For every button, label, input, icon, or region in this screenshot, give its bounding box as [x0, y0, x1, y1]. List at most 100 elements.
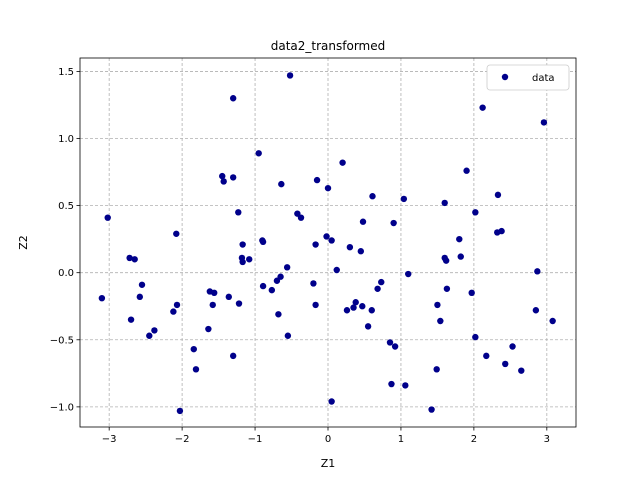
data-point [259, 238, 267, 246]
data-point [98, 294, 106, 302]
data-point [310, 280, 317, 287]
data-point [136, 293, 144, 301]
data-point [441, 199, 448, 207]
data-point [357, 248, 365, 255]
data-point [225, 293, 232, 301]
data-point [378, 278, 385, 286]
data-point [509, 343, 516, 350]
data-point [259, 282, 267, 290]
data-point [483, 352, 490, 360]
y-axis-label: Z2 [17, 235, 30, 250]
data-point [239, 241, 246, 248]
data-point [104, 214, 111, 221]
data-point [359, 303, 366, 310]
data-point [540, 119, 548, 126]
data-points [98, 72, 556, 415]
y-tick-label: 1.0 [58, 134, 74, 145]
data-point [549, 317, 556, 325]
legend-marker [501, 73, 509, 81]
data-point [479, 104, 486, 111]
data-point [229, 352, 237, 360]
data-point [220, 178, 227, 185]
legend: data [486, 64, 570, 91]
data-point [405, 270, 412, 278]
data-point [400, 195, 408, 203]
data-point [339, 159, 346, 166]
data-point [518, 367, 525, 374]
data-point [283, 264, 291, 271]
data-point [255, 150, 262, 157]
data-point [472, 209, 479, 216]
data-point [534, 268, 541, 275]
x-tick-label: −1 [248, 434, 263, 445]
data-point [173, 301, 181, 309]
data-point [502, 360, 509, 368]
data-point [433, 366, 440, 373]
y-axis-ticks: −1.0 −0.5 0.0 0.5 1.0 1.5 [50, 67, 80, 413]
chart-title: data2_transformed [271, 39, 386, 53]
data-point [277, 273, 284, 280]
data-point [127, 316, 135, 323]
data-point [131, 256, 138, 263]
data-point [328, 237, 335, 244]
data-point [138, 281, 146, 288]
data-point [390, 219, 397, 227]
data-point [229, 95, 237, 102]
data-point [268, 286, 276, 294]
data-point [368, 307, 375, 314]
data-point [328, 398, 335, 405]
data-point [386, 339, 394, 346]
x-tick-label: 2 [471, 434, 477, 445]
data-point [494, 191, 502, 199]
data-point [463, 167, 470, 174]
data-point [205, 325, 212, 333]
data-point [246, 256, 253, 263]
y-tick-label: 1.5 [58, 67, 74, 78]
x-tick-label: −2 [175, 434, 190, 445]
x-tick-label: 3 [544, 434, 550, 445]
x-tick-label: −3 [102, 434, 117, 445]
data-point [313, 176, 321, 184]
data-point [359, 218, 367, 225]
data-point [176, 407, 184, 415]
data-point [468, 289, 475, 297]
data-point [278, 180, 285, 188]
data-point [211, 289, 218, 297]
y-tick-label: 0.5 [58, 201, 74, 212]
data-point [235, 209, 242, 216]
data-point [343, 307, 351, 314]
data-point [190, 345, 197, 353]
x-tick-label: 1 [398, 434, 404, 445]
grid [80, 58, 576, 427]
data-point [402, 382, 409, 389]
data-point [297, 214, 305, 221]
data-point [443, 285, 451, 292]
data-point [192, 366, 200, 373]
data-point [434, 301, 441, 309]
data-point [151, 327, 158, 334]
data-point [388, 380, 395, 388]
y-tick-label: −1.0 [50, 402, 74, 413]
data-point [235, 300, 243, 307]
data-point [391, 343, 399, 350]
data-point [324, 184, 332, 192]
data-point [219, 172, 226, 180]
x-axis-ticks: −3 −2 −1 0 1 2 3 [102, 427, 550, 445]
data-point [472, 333, 479, 341]
legend-label: data [532, 73, 555, 84]
data-point [346, 243, 354, 251]
data-point [286, 72, 294, 79]
data-point [532, 307, 540, 314]
data-point [284, 332, 292, 339]
data-point [428, 406, 435, 413]
data-point [333, 266, 340, 274]
data-point [209, 301, 216, 309]
data-point [312, 301, 319, 309]
y-tick-label: 0.0 [58, 268, 74, 279]
data-point [170, 308, 177, 315]
data-point [456, 235, 463, 243]
data-point [350, 304, 357, 311]
x-tick-label: 0 [325, 434, 331, 445]
legend-box [486, 64, 570, 91]
